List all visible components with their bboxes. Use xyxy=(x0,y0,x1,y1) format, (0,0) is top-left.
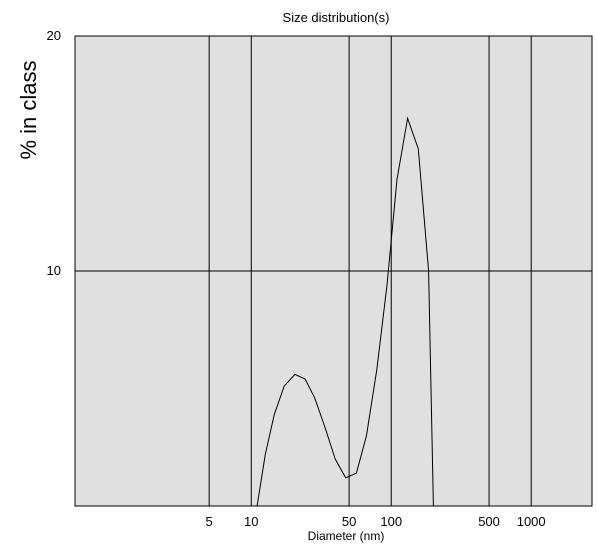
y-axis-label: % in class xyxy=(16,60,41,159)
y-tick-label: 10 xyxy=(47,263,61,278)
x-tick-label: 100 xyxy=(380,514,402,529)
series-line xyxy=(256,116,434,507)
chart-title: Size distribution(s) xyxy=(283,10,390,25)
x-tick-label: 50 xyxy=(342,514,356,529)
x-tick-label: 10 xyxy=(244,514,258,529)
axis-ticks: 5 10 50 100 500 1000 10 20 xyxy=(47,28,546,529)
x-tick-label: 500 xyxy=(478,514,500,529)
x-tick-label: 5 xyxy=(206,514,213,529)
series-layer xyxy=(256,116,434,507)
x-tick-label: 1000 xyxy=(517,514,546,529)
x-axis-label: Diameter (nm) xyxy=(308,529,385,543)
grid-lines xyxy=(75,35,592,506)
y-tick-label: 20 xyxy=(47,28,61,43)
